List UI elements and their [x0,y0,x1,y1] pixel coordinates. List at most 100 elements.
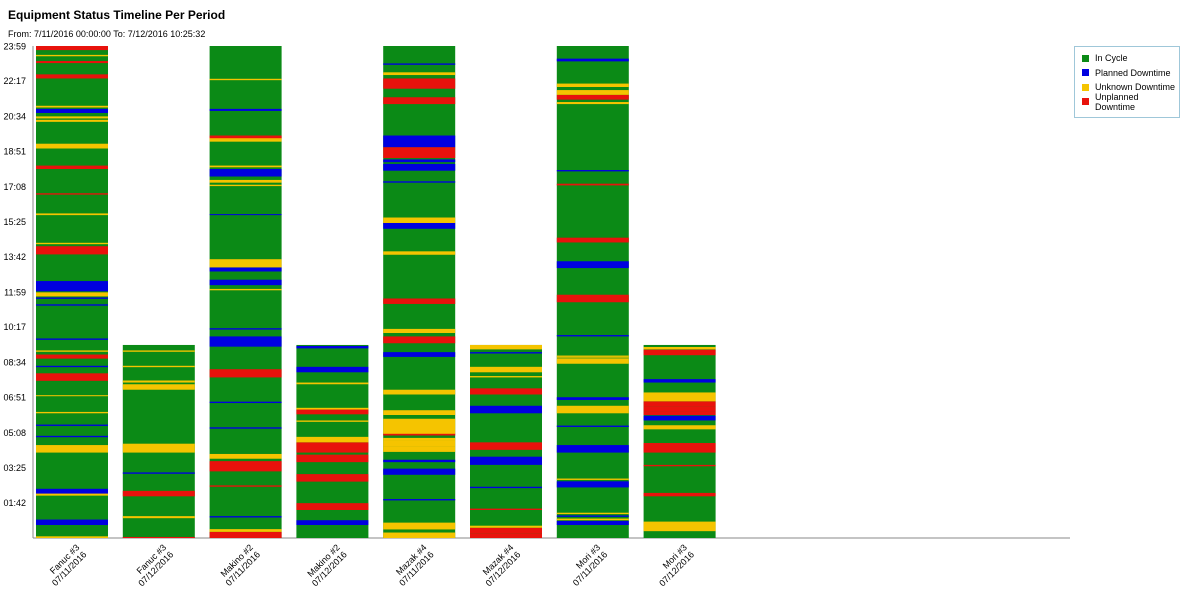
status-segment-planned [556,520,629,526]
status-segment-unknown [643,347,716,350]
status-segment-planned [209,516,282,518]
y-tick-label: 03:25 [3,463,26,473]
status-segment-unknown [383,440,456,447]
status-segment-unknown [36,411,108,414]
status-segment-unknown [122,516,195,519]
status-segment-planned [556,425,629,427]
status-segment-unknown [36,213,108,216]
status-segment-unplanned [643,464,716,467]
status-segment-unknown [383,410,456,415]
x-tick-label: Mori #307/12/2016 [657,542,696,588]
status-segment-unknown [209,453,282,459]
status-segment-unknown [470,525,542,528]
status-segment-planned [470,486,542,489]
status-segment-unknown [209,137,282,140]
status-segment-unknown [36,54,108,57]
status-segment-unknown [209,288,282,291]
status-segment-unknown [36,105,108,108]
legend-label-unknown-downtime: Unknown Downtime [1095,82,1176,93]
status-segment-planned [556,335,629,337]
status-segment-planned [209,214,282,216]
legend-swatch-unplanned-downtime [1082,98,1089,106]
status-segment-planned [36,281,108,292]
status-segment-planned [383,181,456,183]
status-segment-unplanned [36,373,108,381]
status-segment-unknown [556,518,629,521]
status-segment-unplanned [36,354,108,359]
status-segment-planned [209,328,282,330]
status-segment-planned [383,222,456,229]
status-segment-planned [383,352,456,357]
status-segment-planned [556,481,629,488]
status-segment-planned [36,519,108,526]
status-segment-planned [36,297,108,299]
status-segment-unknown [556,405,629,414]
status-segment-planned [36,304,108,306]
status-segment-unknown [383,522,456,530]
chart-legend: In Cycle Planned Downtime Unknown Downti… [1074,46,1180,118]
status-segment-unknown [556,90,629,95]
x-tick-label: Mazak #407/11/2016 [394,542,436,588]
status-segment-unknown [209,259,282,268]
y-tick-label: 06:51 [3,393,26,403]
status-segment-unplanned [209,531,282,538]
status-segment-unknown [209,78,282,81]
status-segment-planned [209,267,282,272]
status-segment-unplanned [383,78,456,89]
status-segment-unplanned [470,533,542,538]
status-segment-planned [556,170,629,172]
status-segment-planned [36,488,108,494]
status-segment-unplanned [122,490,195,497]
status-segment-unplanned [470,442,542,450]
legend-swatch-planned-downtime [1082,69,1089,77]
status-segment-planned [36,424,108,426]
status-segment-unknown [209,139,282,142]
status-segment-planned [556,515,629,517]
status-segment-unknown [36,395,108,397]
status-segment-planned [209,336,282,347]
status-segment-planned [36,365,108,368]
y-tick-label: 15:25 [3,217,26,227]
status-segment-unknown [383,72,456,76]
legend-item-unplanned-downtime: Unplanned Downtime [1082,92,1179,112]
x-tick-label: Mazak #407/12/2016 [481,542,523,588]
status-segment-unplanned [383,298,456,304]
status-segment-planned [122,472,195,474]
status-segment-unplanned [556,294,629,303]
status-segment-unknown [122,384,195,390]
status-segment-unknown [296,407,369,410]
status-segment-unknown [643,425,716,430]
status-segment-unplanned [643,401,716,407]
status-segment-unplanned [209,135,282,139]
chart-title: Equipment Status Timeline Per Period [8,8,226,22]
status-segment-unknown [36,445,108,453]
status-segment-unplanned [36,74,108,79]
x-tick-label: Fanuc #307/12/2016 [135,542,176,588]
x-tick-label: Fanuc #307/11/2016 [48,542,89,588]
status-segment-unknown [209,184,282,187]
legend-label-in-cycle: In Cycle [1095,53,1128,64]
status-segment-unknown [556,102,629,105]
status-segment-unknown [36,242,108,245]
status-segment-unknown [470,366,542,373]
status-segment-unknown [470,344,542,350]
x-tick-label: Makino #207/11/2016 [219,542,263,588]
status-segment-unplanned [36,46,108,51]
status-segment-unknown [643,392,716,402]
y-tick-label: 20:34 [3,111,26,121]
y-tick-label: 08:34 [3,357,26,367]
status-segment-unplanned [383,336,456,344]
status-segment-planned [209,169,282,177]
status-segment-planned [470,405,542,414]
legend-item-in-cycle: In Cycle [1082,51,1179,66]
status-segment-unplanned [36,246,108,255]
status-segment-unplanned [556,94,629,100]
status-segment-unknown [209,529,282,532]
status-segment-unknown [122,350,195,352]
status-segment-unplanned [296,503,369,510]
status-segment-unplanned [643,411,716,415]
y-tick-label: 18:51 [3,147,26,157]
status-segment-unknown [122,380,195,383]
status-segment-unknown [383,217,456,223]
status-segment-unknown [556,358,629,364]
